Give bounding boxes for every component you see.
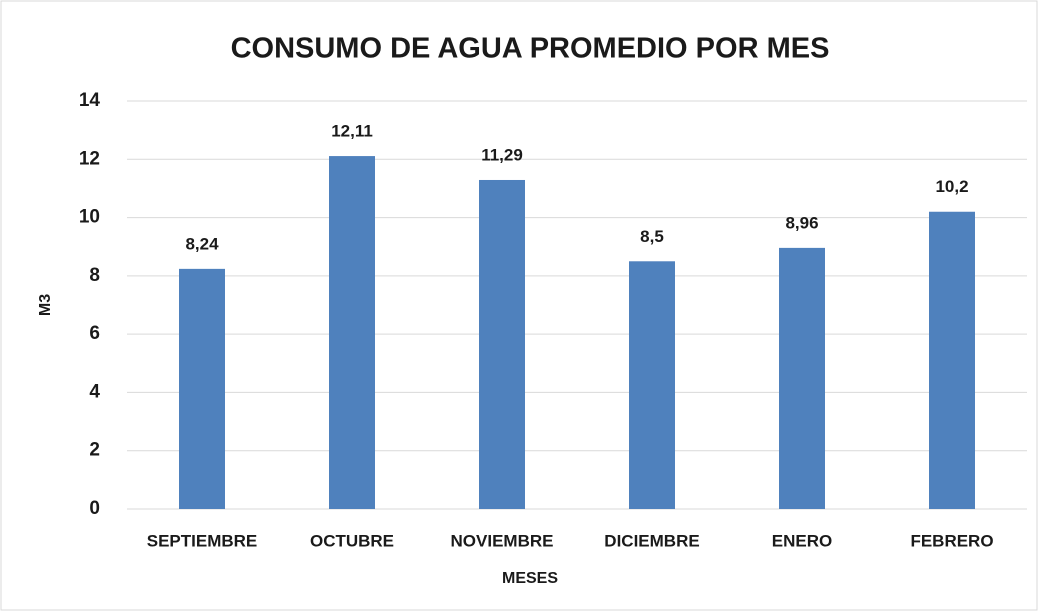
x-tick-label: FEBRERO bbox=[910, 531, 993, 550]
x-tick-label: DICIEMBRE bbox=[604, 531, 699, 550]
y-tick-label: 0 bbox=[89, 498, 100, 519]
bar bbox=[779, 247, 825, 509]
chart-title: CONSUMO DE AGUA PROMEDIO POR MES bbox=[231, 33, 830, 65]
bar bbox=[329, 156, 375, 509]
y-tick-label: 12 bbox=[79, 148, 100, 169]
bar bbox=[929, 211, 975, 509]
value-label: 8,5 bbox=[640, 227, 664, 246]
value-label: 11,29 bbox=[481, 145, 523, 164]
y-tick-label: 14 bbox=[79, 90, 101, 111]
y-tick-label: 8 bbox=[89, 265, 100, 286]
y-tick-label: 2 bbox=[89, 440, 100, 461]
x-tick-label: ENERO bbox=[772, 531, 832, 550]
y-axis-label: M3 bbox=[37, 294, 54, 316]
x-tick-label: SEPTIEMBRE bbox=[147, 531, 258, 550]
value-label: 12,11 bbox=[331, 122, 373, 141]
x-tick-label: OCTUBRE bbox=[310, 531, 394, 550]
bar bbox=[179, 268, 225, 509]
bar bbox=[479, 179, 525, 509]
y-tick-label: 4 bbox=[89, 381, 100, 402]
x-tick-label: NOVIEMBRE bbox=[451, 531, 554, 550]
y-tick-label: 10 bbox=[79, 207, 100, 228]
value-label: 8,96 bbox=[785, 213, 818, 232]
y-tick-label: 6 bbox=[89, 323, 100, 344]
bar bbox=[629, 261, 675, 509]
value-label: 8,24 bbox=[185, 234, 219, 253]
value-label: 10,2 bbox=[935, 177, 968, 196]
x-axis-label: MESES bbox=[502, 570, 558, 587]
